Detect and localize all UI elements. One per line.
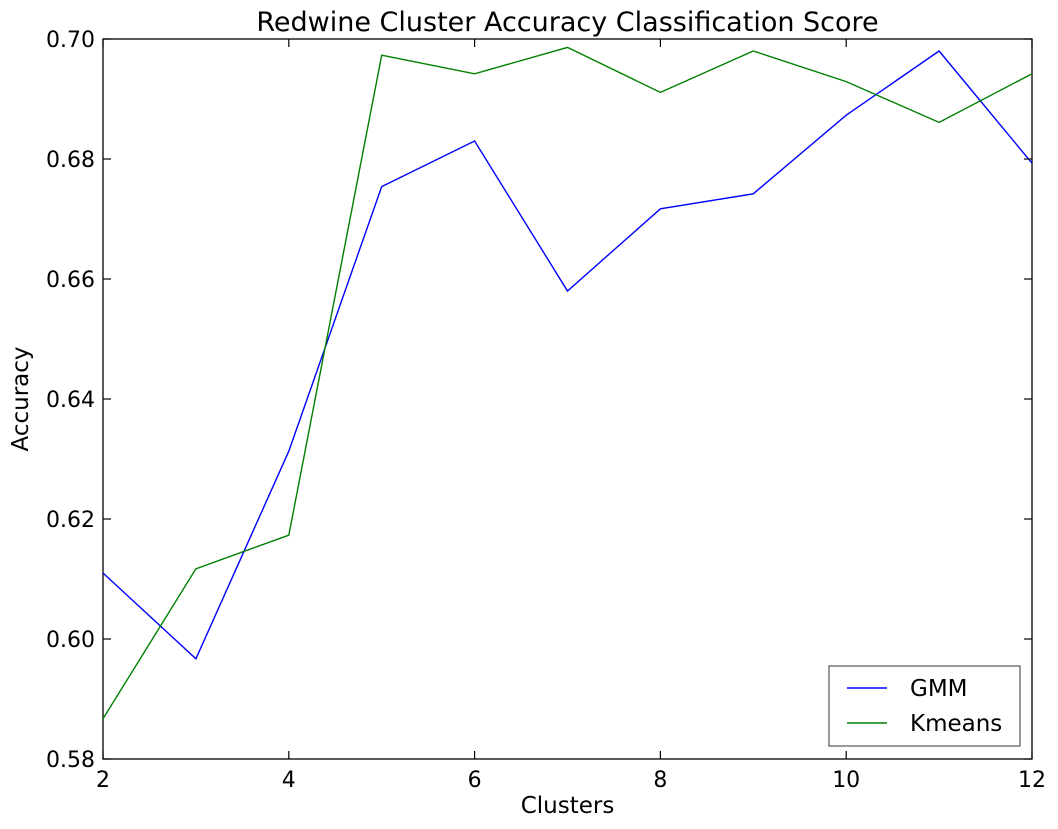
series-line-kmeans (102, 46, 1033, 720)
y-tick-label: 0.66 (46, 268, 95, 293)
plot-frame (102, 38, 1033, 760)
y-tick-label: 0.58 (46, 748, 95, 773)
legend: GMM Kmeans (828, 665, 1021, 747)
x-tick-label: 2 (96, 768, 110, 793)
y-tick-label: 0.64 (46, 388, 95, 413)
legend-box (828, 665, 1021, 747)
y-tick-label: 0.60 (46, 628, 95, 653)
plot-area (102, 38, 1033, 760)
legend-label-gmm: GMM (910, 676, 968, 702)
x-tick-label: 10 (832, 768, 860, 793)
y-tick-label: 0.68 (46, 148, 95, 173)
legend-label-kmeans: Kmeans (910, 711, 1002, 737)
y-tick-label: 0.62 (46, 508, 95, 533)
x-tick-label: 6 (468, 768, 482, 793)
ticks-layer: 2 4 6 8 10 12 0.58 0.60 0.62 0.64 0.66 0.68 0.70 (46, 28, 1046, 793)
y-tick-label: 0.70 (46, 28, 95, 53)
series-layer (102, 46, 1033, 720)
chart-title: Redwine Cluster Accuracy Classification … (256, 7, 878, 38)
x-axis-label: Clusters (521, 793, 615, 819)
x-tick-label: 8 (653, 768, 667, 793)
x-tick-label: 12 (1018, 768, 1046, 793)
y-axis-label: Accuracy (8, 346, 34, 451)
x-tick-label: 4 (282, 768, 296, 793)
series-line-gmm (102, 50, 1033, 660)
